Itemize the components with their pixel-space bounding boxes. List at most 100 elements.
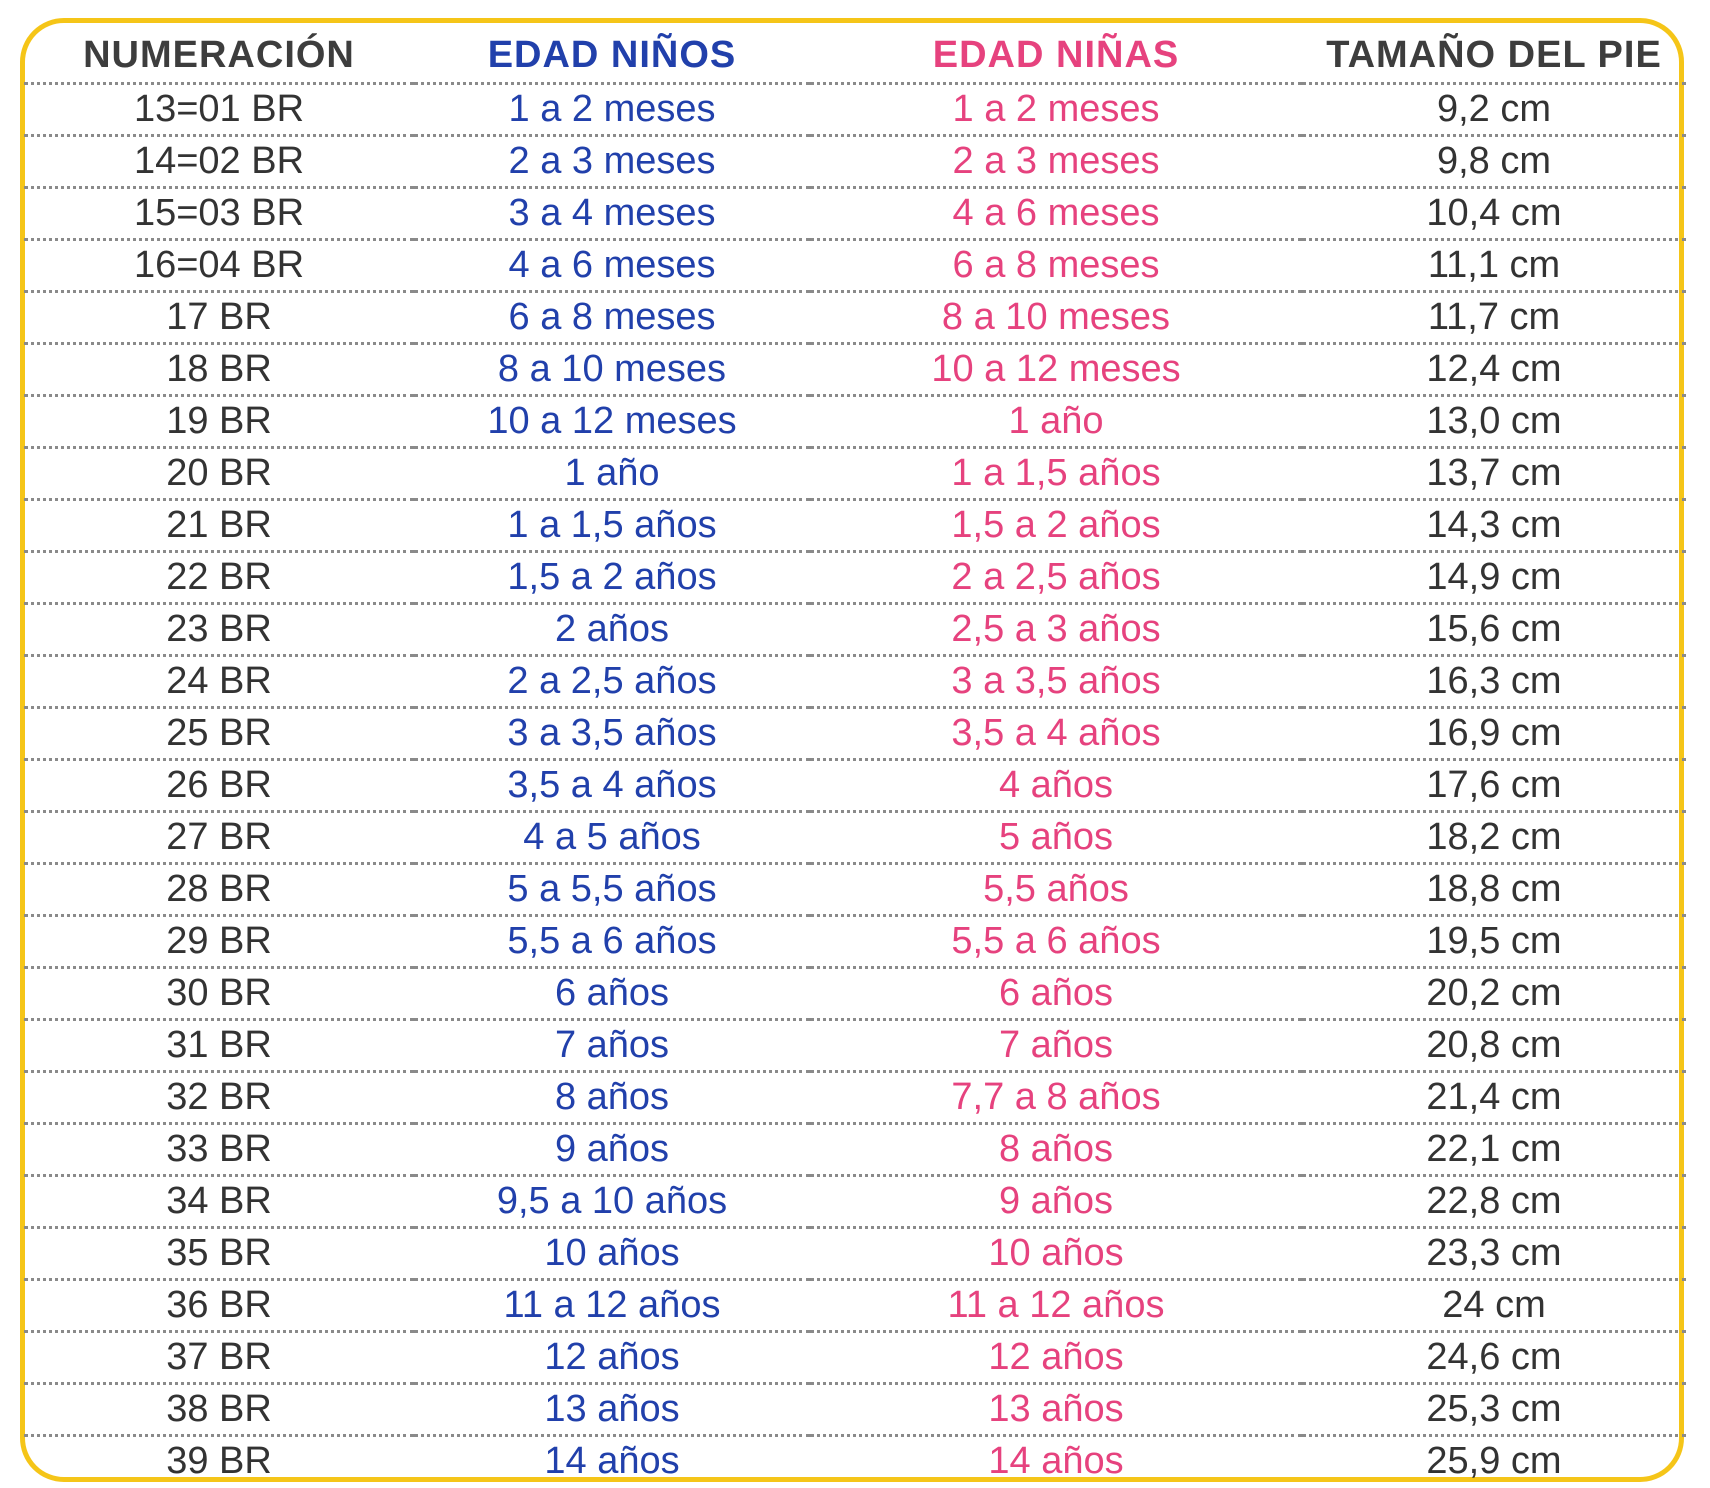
size-number-cell: 20 BR	[24, 447, 414, 501]
girls-age-cell: 2 a 3 meses	[810, 135, 1302, 189]
foot-size-cell: 14,3 cm	[1302, 499, 1686, 553]
table-row: 26 BR 3,5 a 4 años 4 años 17,6 cm	[24, 759, 1686, 813]
foot-size-cell: 12,4 cm	[1302, 343, 1686, 397]
boys-age-cell: 14 años	[544, 1440, 680, 1482]
size-number-cell: 19 BR	[24, 395, 414, 449]
foot-size-cell: 9,2 cm	[1302, 83, 1686, 137]
boys-age-cell: 6 años	[414, 967, 810, 1021]
table-row: 34 BR 9,5 a 10 años 9 años 22,8 cm	[24, 1175, 1686, 1229]
foot-size-cell: 25,3 cm	[1302, 1383, 1686, 1437]
size-number-cell: 28 BR	[24, 863, 414, 917]
header-numeracion: NUMERACIÓN	[24, 28, 414, 85]
header-edad-ninas: EDAD NIÑAS	[810, 28, 1302, 85]
girls-age-cell: 10 a 12 meses	[810, 343, 1302, 397]
girls-age-cell: 1 a 2 meses	[810, 83, 1302, 137]
table-row: 33 BR 9 años 8 años 22,1 cm	[24, 1123, 1686, 1177]
boys-age-cell: 12 años	[414, 1331, 810, 1385]
girls-age-cell: 8 a 10 meses	[810, 291, 1302, 345]
boys-age-cell: 1 año	[414, 447, 810, 501]
size-number-cell: 13=01 BR	[24, 83, 414, 137]
table-row: 15=03 BR 3 a 4 meses 4 a 6 meses 10,4 cm	[24, 187, 1686, 241]
size-number-cell: 36 BR	[24, 1279, 414, 1333]
girls-age-cell: 7 años	[810, 1019, 1302, 1073]
foot-size-cell: 22,1 cm	[1302, 1123, 1686, 1177]
header-tamano-pie: TAMAÑO DEL PIE	[1302, 28, 1686, 85]
girls-age-cell: 4 años	[810, 759, 1302, 813]
boys-age-cell: 5,5 a 6 años	[414, 915, 810, 969]
girls-age-cell: 13 años	[810, 1383, 1302, 1437]
girls-age-cell: 2,5 a 3 años	[810, 603, 1302, 657]
size-number-cell: 35 BR	[24, 1227, 414, 1281]
foot-size-cell: 18,8 cm	[1302, 863, 1686, 917]
table-row: 27 BR 4 a 5 años 5 años 18,2 cm	[24, 811, 1686, 865]
size-number-cell: 26 BR	[24, 759, 414, 813]
boys-age-cell: 2 a 3 meses	[414, 135, 810, 189]
boys-age-cell: 4 a 5 años	[414, 811, 810, 865]
girls-age-cell: 6 años	[810, 967, 1302, 1021]
boys-age-cell: 3 a 4 meses	[414, 187, 810, 241]
table-row: 13=01 BR 1 a 2 meses 1 a 2 meses 9,2 cm	[24, 83, 1686, 137]
table-row: 37 BR 12 años 12 años 24,6 cm	[24, 1331, 1686, 1385]
table-row: 25 BR 3 a 3,5 años 3,5 a 4 años 16,9 cm	[24, 707, 1686, 761]
boys-age-cell: 3,5 a 4 años	[414, 759, 810, 813]
foot-size-cell: 24,6 cm	[1302, 1331, 1686, 1385]
boys-age-cell: 6 a 8 meses	[414, 291, 810, 345]
boys-age-cell: 5 a 5,5 años	[414, 863, 810, 917]
girls-age-cell: 5,5 a 6 años	[810, 915, 1302, 969]
boys-age-cell: 8 a 10 meses	[414, 343, 810, 397]
foot-size-cell: 16,9 cm	[1302, 707, 1686, 761]
foot-size-cell: 24 cm	[1302, 1279, 1686, 1333]
girls-age-cell: 1 año	[810, 395, 1302, 449]
girls-age-cell: 1 a 1,5 años	[810, 447, 1302, 501]
girls-age-cell: 6 a 8 meses	[810, 239, 1302, 293]
foot-size-cell: 17,6 cm	[1302, 759, 1686, 813]
girls-age-cell: 4 a 6 meses	[810, 187, 1302, 241]
boys-age-cell: 1 a 2 meses	[414, 83, 810, 137]
foot-size-cell: 19,5 cm	[1302, 915, 1686, 969]
boys-age-cell: 3 a 3,5 años	[414, 707, 810, 761]
size-number-cell: 22 BR	[24, 551, 414, 605]
boys-age-cell: 13 años	[414, 1383, 810, 1437]
size-number-cell: 37 BR	[24, 1331, 414, 1385]
table-row: 24 BR 2 a 2,5 años 3 a 3,5 años 16,3 cm	[24, 655, 1686, 709]
size-number-cell: 15=03 BR	[24, 187, 414, 241]
size-number-cell: 32 BR	[24, 1071, 414, 1125]
size-chart-table: NUMERACIÓN EDAD NIÑOS EDAD NIÑAS TAMAÑO …	[24, 28, 1686, 1486]
table-row: 14=02 BR 2 a 3 meses 2 a 3 meses 9,8 cm	[24, 135, 1686, 189]
foot-size-cell: 13,0 cm	[1302, 395, 1686, 449]
boys-age-cell: 9 años	[414, 1123, 810, 1177]
table-row: 16=04 BR 4 a 6 meses 6 a 8 meses 11,1 cm	[24, 239, 1686, 293]
foot-size-cell: 15,6 cm	[1302, 603, 1686, 657]
girls-age-cell: 7,7 a 8 años	[810, 1071, 1302, 1125]
size-number-cell: 39 BR	[166, 1440, 272, 1482]
size-number-cell: 31 BR	[24, 1019, 414, 1073]
boys-age-cell: 4 a 6 meses	[414, 239, 810, 293]
size-number-cell: 18 BR	[24, 343, 414, 397]
foot-size-cell: 23,3 cm	[1302, 1227, 1686, 1281]
table-row: 20 BR 1 año 1 a 1,5 años 13,7 cm	[24, 447, 1686, 501]
foot-size-cell: 20,2 cm	[1302, 967, 1686, 1021]
foot-size-cell: 25,9 cm	[1426, 1440, 1562, 1482]
girls-age-cell: 5,5 años	[810, 863, 1302, 917]
girls-age-cell: 3,5 a 4 años	[810, 707, 1302, 761]
table-row: 21 BR 1 a 1,5 años 1,5 a 2 años 14,3 cm	[24, 499, 1686, 553]
boys-age-cell: 1,5 a 2 años	[414, 551, 810, 605]
boys-age-cell: 2 a 2,5 años	[414, 655, 810, 709]
size-number-cell: 38 BR	[24, 1383, 414, 1437]
size-number-cell: 14=02 BR	[24, 135, 414, 189]
size-number-cell: 24 BR	[24, 655, 414, 709]
girls-age-cell: 5 años	[810, 811, 1302, 865]
size-number-cell: 29 BR	[24, 915, 414, 969]
table-row: 29 BR 5,5 a 6 años 5,5 a 6 años 19,5 cm	[24, 915, 1686, 969]
table-row: 17 BR 6 a 8 meses 8 a 10 meses 11,7 cm	[24, 291, 1686, 345]
foot-size-cell: 10,4 cm	[1302, 187, 1686, 241]
foot-size-cell: 16,3 cm	[1302, 655, 1686, 709]
girls-age-cell: 9 años	[810, 1175, 1302, 1229]
table-row: 23 BR 2 años 2,5 a 3 años 15,6 cm	[24, 603, 1686, 657]
foot-size-cell: 11,1 cm	[1302, 239, 1686, 293]
boys-age-cell: 9,5 a 10 años	[414, 1175, 810, 1229]
boys-age-cell: 10 a 12 meses	[414, 395, 810, 449]
girls-age-cell: 2 a 2,5 años	[810, 551, 1302, 605]
size-number-cell: 33 BR	[24, 1123, 414, 1177]
foot-size-cell: 18,2 cm	[1302, 811, 1686, 865]
